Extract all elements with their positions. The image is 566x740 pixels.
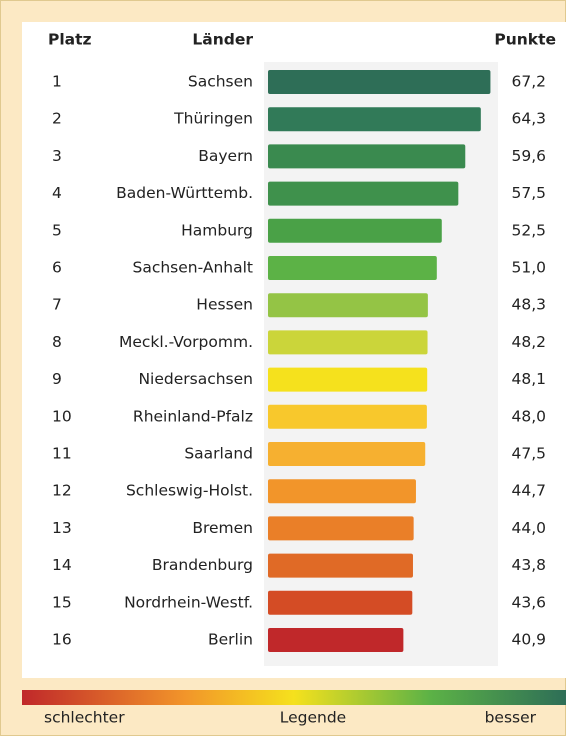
bar [268, 367, 428, 392]
bar [268, 628, 404, 652]
bar [268, 218, 442, 243]
value-label: 67,2 [511, 73, 546, 91]
bar [268, 479, 416, 504]
bar [268, 590, 413, 615]
bar [268, 70, 491, 94]
value-label: 48,1 [511, 370, 546, 388]
bar [268, 404, 427, 429]
country-label: Nordrhein-Westf. [124, 593, 253, 611]
value-label: 44,0 [511, 519, 546, 537]
bar [268, 516, 414, 541]
value-label: 57,5 [511, 184, 546, 202]
country-label: Hamburg [181, 221, 253, 239]
country-label: Bremen [192, 519, 253, 537]
bar [268, 107, 481, 132]
legend-gradient [22, 690, 566, 705]
rank: 3 [52, 147, 62, 165]
rank: 9 [52, 370, 62, 388]
rank: 11 [52, 445, 72, 463]
rank: 2 [52, 110, 62, 128]
value-label: 48,3 [511, 296, 546, 314]
rank: 8 [52, 333, 62, 351]
value-label: 48,0 [511, 407, 546, 425]
rank: 13 [52, 519, 72, 537]
rank: 1 [52, 73, 62, 91]
value-label: 43,8 [511, 556, 546, 574]
country-label: Rheinland-Pfalz [133, 407, 253, 425]
legend-low: schlechter [44, 709, 125, 727]
rank: 5 [52, 221, 62, 239]
country-label: Meckl.-Vorpomm. [119, 333, 253, 351]
value-label: 51,0 [511, 259, 546, 277]
value-label: 59,6 [511, 147, 546, 165]
country-label: Thüringen [173, 110, 253, 128]
header-rank: Platz [48, 31, 92, 49]
rank: 6 [52, 259, 62, 277]
country-label: Baden-Württemb. [116, 184, 253, 202]
value-label: 47,5 [511, 445, 546, 463]
rank: 7 [52, 296, 62, 314]
rank: 16 [52, 631, 72, 649]
bar [268, 293, 428, 318]
value-label: 52,5 [511, 221, 546, 239]
value-label: 40,9 [511, 631, 546, 649]
bar [268, 144, 466, 169]
bar [268, 442, 426, 466]
country-label: Saarland [184, 445, 253, 463]
country-label: Hessen [196, 296, 253, 314]
header-points: Punkte [494, 31, 556, 49]
country-label: Brandenburg [152, 556, 253, 574]
legend-high: besser [485, 709, 537, 727]
country-label: Sachsen-Anhalt [132, 259, 253, 277]
rank: 10 [52, 407, 72, 425]
rank: 12 [52, 482, 72, 500]
country-label: Schleswig-Holst. [126, 482, 253, 500]
value-label: 48,2 [511, 333, 546, 351]
rank: 15 [52, 593, 72, 611]
country-label: Niedersachsen [138, 370, 253, 388]
rank: 14 [52, 556, 72, 574]
bar [268, 181, 459, 206]
country-label: Berlin [208, 631, 253, 649]
country-label: Sachsen [188, 73, 253, 91]
header-country: Länder [192, 31, 253, 49]
bar [268, 553, 413, 578]
value-label: 44,7 [511, 482, 546, 500]
value-label: 64,3 [511, 110, 546, 128]
legend-mid: Legende [280, 709, 346, 727]
rank: 4 [52, 184, 62, 202]
country-label: Bayern [198, 147, 253, 165]
bar [268, 330, 428, 355]
bar [268, 256, 437, 280]
value-label: 43,6 [511, 593, 546, 611]
